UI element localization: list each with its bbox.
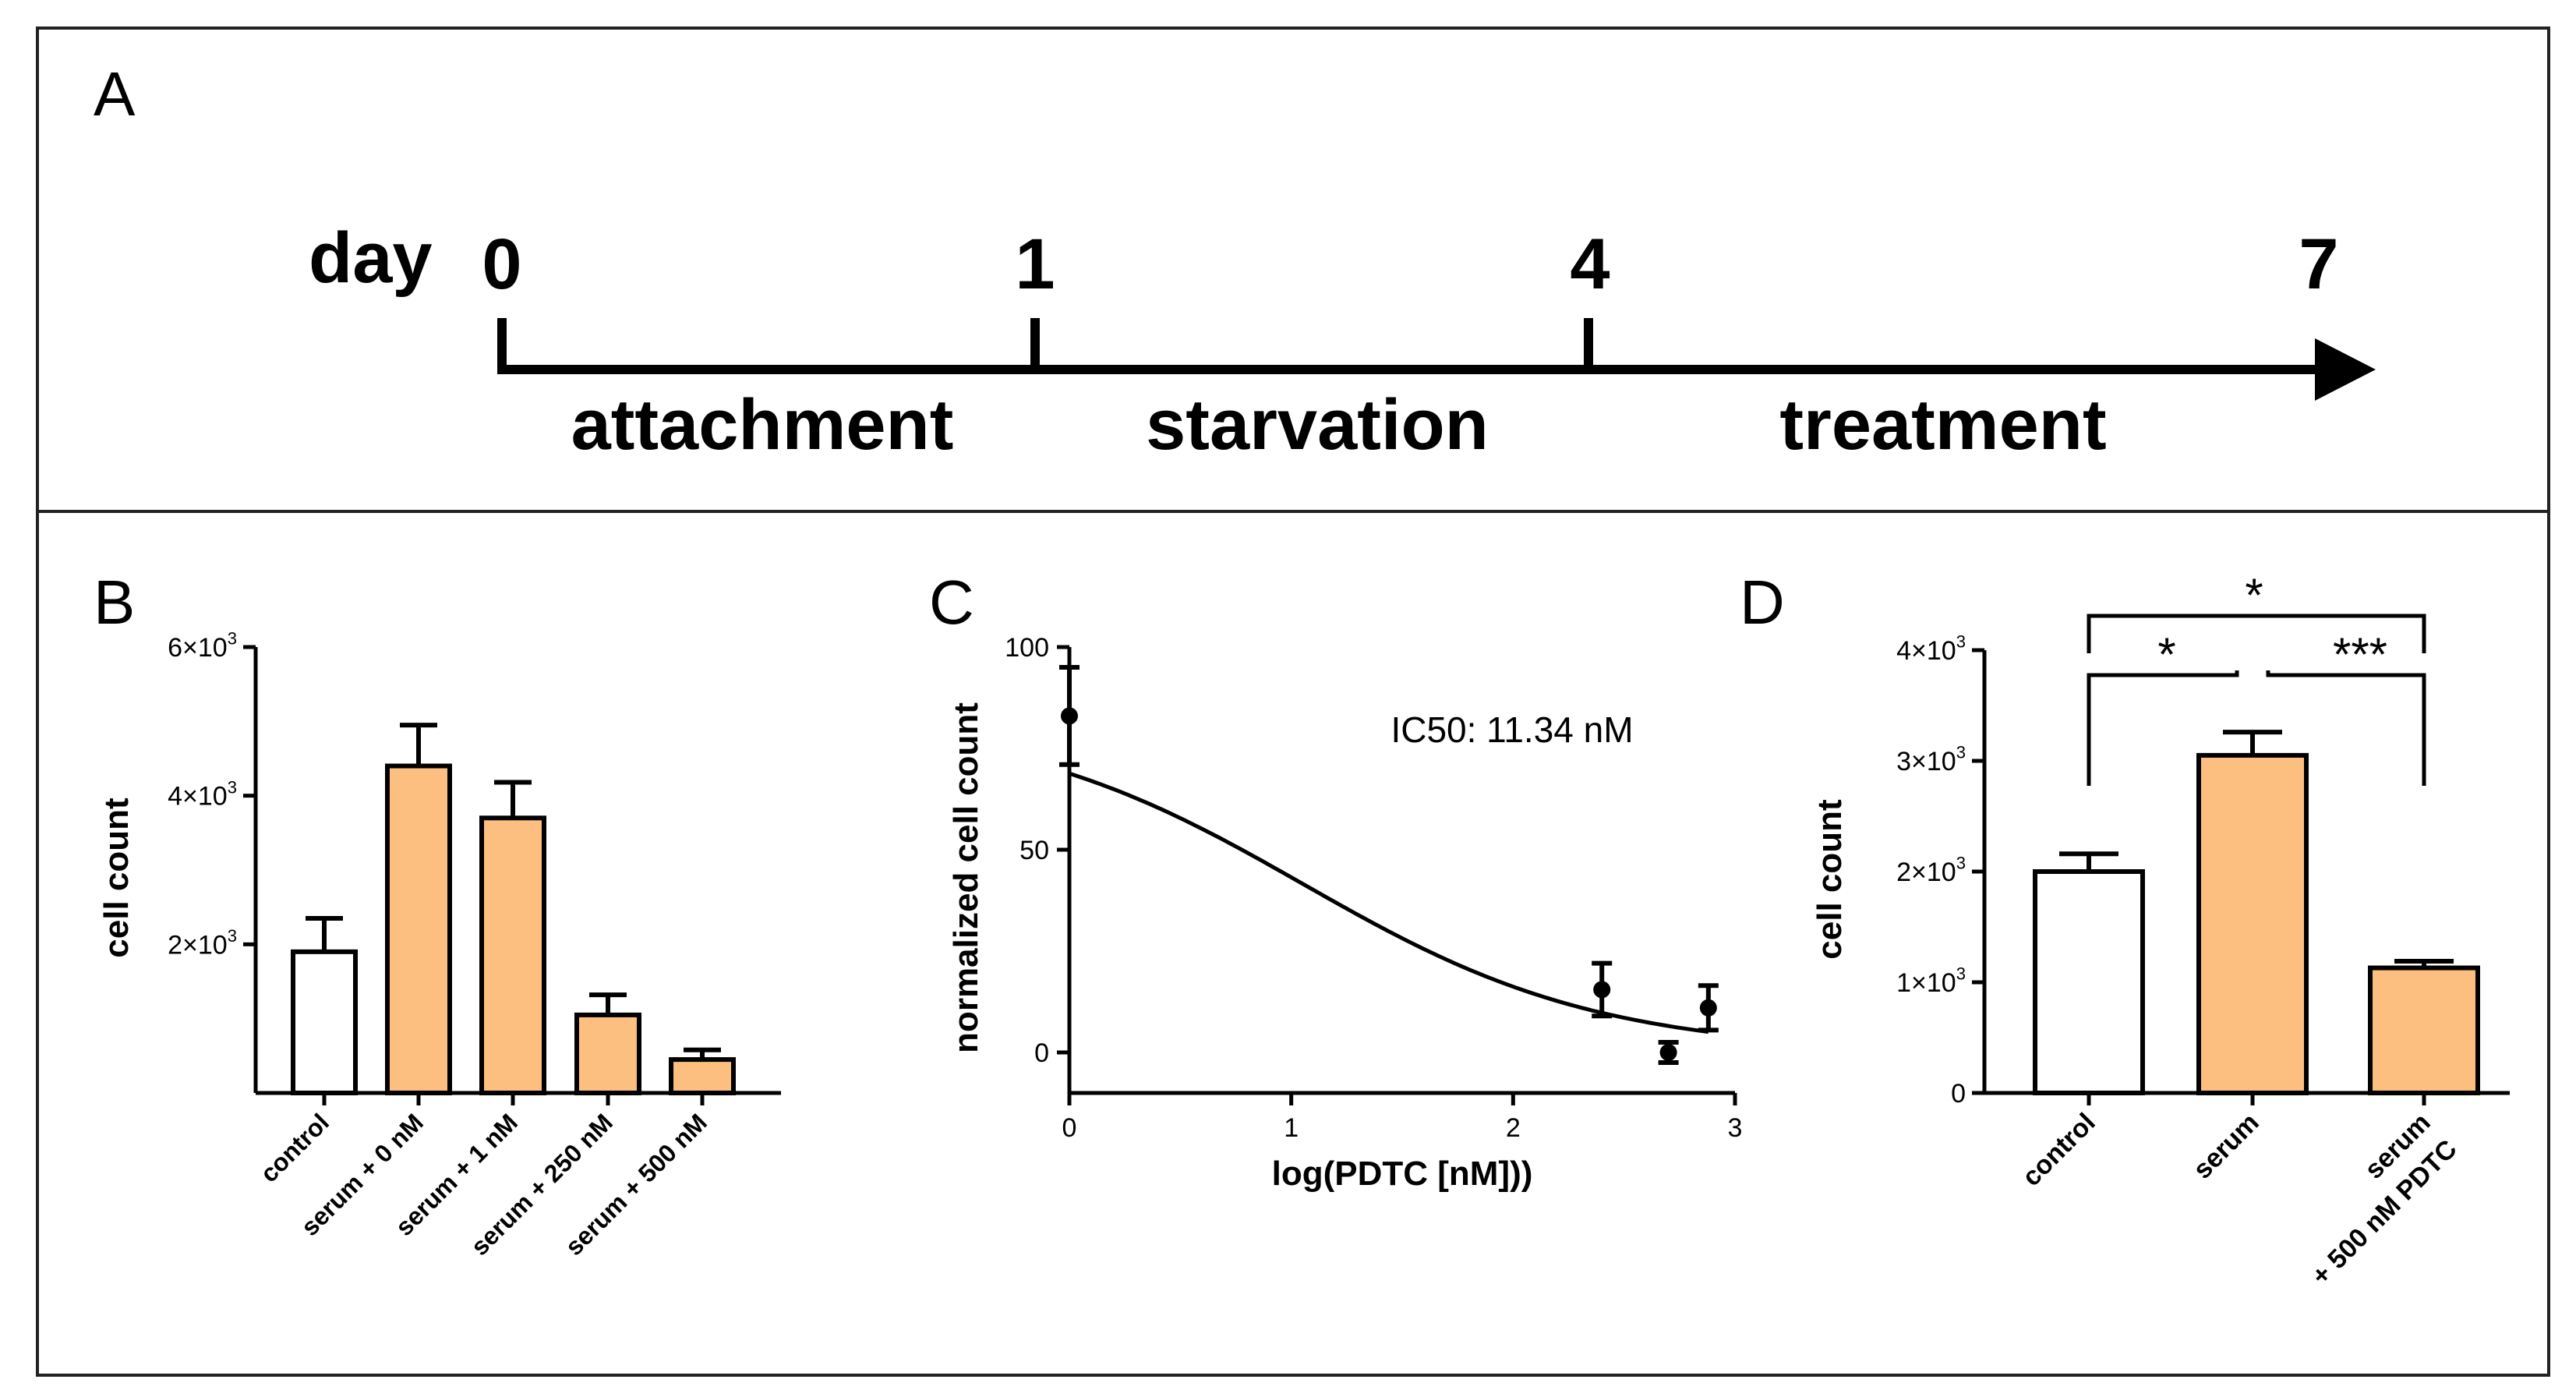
panel-a-letter: A	[94, 59, 136, 129]
chart-d-y-tick-label-base: 1×10	[1896, 968, 1956, 998]
chart-c-y-tick-label: 100	[1005, 633, 1049, 663]
chart-b-y-tick-label-base: 2×10	[168, 930, 228, 960]
chart-d-y-tick-label: 3×103	[1896, 743, 1966, 776]
chart-b-y-tick-label: 6×103	[168, 629, 237, 663]
chart-d-y-tick-label: 0	[1951, 1079, 1966, 1109]
chart-b-bar	[479, 815, 546, 1096]
day-number-0: 0	[482, 225, 521, 304]
chart-c-data-point	[1593, 981, 1611, 999]
chart-d-significance-label: *	[2157, 628, 2175, 681]
chart-c-data-point	[1699, 999, 1717, 1017]
phase-starvation: starvation	[1146, 385, 1489, 465]
chart-d-significance-bracket	[2266, 670, 2426, 786]
chart-b-y-tick-label: 2×103	[168, 926, 237, 960]
chart-d-y-tick-label-exp: 3	[1956, 743, 1966, 762]
chart-c-y-axis-label: normalized cell count	[947, 702, 985, 1053]
chart-d-y-tick-label-base: 0	[1951, 1079, 1966, 1109]
chart-b-bar	[669, 1057, 736, 1095]
chart-d-y-tick-label-base: 2×10	[1896, 858, 1956, 887]
phase-treatment: treatment	[1779, 385, 2106, 465]
chart-b-bar	[574, 1012, 641, 1096]
chart-c-data-point	[1659, 1044, 1677, 1061]
chart-b-y-axis-label: cell count	[97, 798, 136, 958]
chart-c-x-tick-label: 3	[1728, 1113, 1743, 1143]
chart-b-y-tick-label: 4×103	[168, 777, 237, 811]
chart-d-significance-label: *	[2245, 569, 2263, 621]
chart-b-bar	[291, 949, 358, 1096]
chart-c-x-axis-label: log(PDTC [nM]))	[1272, 1155, 1533, 1193]
chart-c-fit-curve	[1069, 771, 1709, 1034]
chart-c-x-tick-label: 1	[1284, 1113, 1299, 1143]
chart-d-x-tick-label: control	[2016, 1108, 2101, 1192]
chart-d-bar	[2033, 869, 2145, 1095]
phase-attachment: attachment	[571, 385, 954, 465]
panels-bcd-frame	[36, 510, 2550, 1377]
chart-d-bar	[2368, 965, 2480, 1096]
chart-c-data-point	[1061, 707, 1078, 725]
timeline-arrowhead-icon	[2315, 338, 2376, 401]
chart-d-significance-bracket	[2087, 614, 2426, 653]
chart-d-y-tick-label-exp: 3	[1956, 854, 1966, 873]
chart-c: 0 50 100 0 1 2 3 log(PDTC [nM])) normalized cell…	[947, 633, 1742, 1193]
chart-d-y-tick-label: 1×103	[1896, 964, 1966, 998]
chart-d-y-tick-label-exp: 3	[1956, 632, 1966, 652]
chart-c-ic50-annotation: IC50: 11.34 nM	[1390, 709, 1633, 750]
chart-b-y-tick-label-exp: 3	[228, 777, 237, 797]
chart-b-x-tick-label: control	[255, 1108, 334, 1187]
chart-d-x-tick-label: serum	[2188, 1108, 2265, 1185]
chart-c-x-tick-label: 0	[1062, 1113, 1077, 1143]
chart-d-y-tick-label: 2×103	[1896, 854, 1966, 887]
chart-d-significance-bracket	[2087, 670, 2239, 786]
chart-d-y-tick-label-base: 4×10	[1896, 636, 1956, 666]
chart-d-y-tick-label-exp: 3	[1956, 964, 1966, 984]
chart-b-y-tick-label-base: 6×10	[168, 633, 228, 663]
day-number-1: 1	[1015, 225, 1055, 304]
chart-b-y-tick-label-exp: 3	[228, 926, 237, 946]
chart-c-x-tick-label: 2	[1506, 1113, 1521, 1143]
day-number-7: 7	[2299, 225, 2338, 304]
chart-d-y-tick-label-base: 3×10	[1896, 747, 1956, 776]
day-label: day	[309, 218, 433, 298]
chart-d-significance-label: ***	[2333, 628, 2387, 681]
chart-d-y-axis-label: cell count	[1811, 799, 1849, 960]
chart-c-y-tick-label: 50	[1019, 836, 1049, 865]
panel-d-letter: D	[1740, 568, 1785, 637]
chart-d-y-tick-label: 4×103	[1896, 632, 1966, 666]
chart-b-bar	[385, 763, 452, 1095]
day-number-4: 4	[1570, 225, 1610, 304]
panel-c-letter: C	[929, 568, 974, 637]
chart-d-bar	[2196, 752, 2309, 1096]
panel-b-letter: B	[94, 568, 135, 637]
chart-b-y-tick-label-exp: 3	[228, 629, 237, 649]
chart-b-y-tick-label-base: 4×10	[168, 782, 228, 812]
chart-c-y-tick-label: 0	[1034, 1038, 1049, 1068]
